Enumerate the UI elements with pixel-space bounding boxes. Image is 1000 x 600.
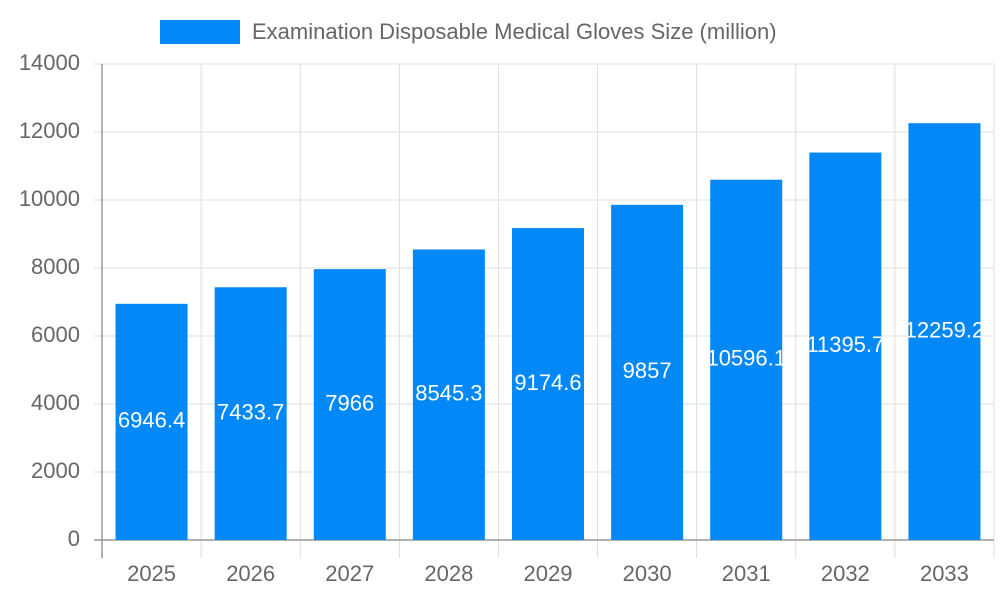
value-label: 9857 bbox=[623, 358, 672, 383]
value-label: 8545.3 bbox=[415, 381, 482, 406]
y-tick-label: 12000 bbox=[19, 118, 80, 143]
bar bbox=[611, 204, 684, 540]
bar bbox=[412, 249, 485, 541]
bar bbox=[710, 179, 783, 540]
value-label: 9174.6 bbox=[514, 370, 581, 395]
bar bbox=[908, 123, 981, 541]
value-label: 12259.2 bbox=[905, 317, 985, 342]
x-tick-label: 2028 bbox=[424, 561, 473, 586]
y-tick-label: 10000 bbox=[19, 186, 80, 211]
y-tick-label: 8000 bbox=[31, 254, 80, 279]
x-tick-label: 2031 bbox=[722, 561, 771, 586]
value-label: 7966 bbox=[325, 390, 374, 415]
bar bbox=[115, 303, 188, 540]
x-tick-label: 2032 bbox=[821, 561, 870, 586]
x-tick-label: 2030 bbox=[623, 561, 672, 586]
x-tick-label: 2033 bbox=[920, 561, 969, 586]
y-tick-label: 6000 bbox=[31, 322, 80, 347]
bar bbox=[313, 269, 386, 540]
x-tick-label: 2025 bbox=[127, 561, 176, 586]
bar bbox=[214, 287, 287, 540]
x-tick-label: 2026 bbox=[226, 561, 275, 586]
y-tick-label: 4000 bbox=[31, 390, 80, 415]
legend-swatch bbox=[160, 20, 240, 44]
value-label: 6946.4 bbox=[118, 408, 185, 433]
x-tick-label: 2029 bbox=[524, 561, 573, 586]
value-label: 7433.7 bbox=[217, 399, 284, 424]
bar bbox=[809, 152, 882, 540]
y-tick-label: 0 bbox=[68, 526, 80, 551]
y-tick-label: 14000 bbox=[19, 50, 80, 75]
bar bbox=[512, 228, 584, 540]
value-label: 11395.7 bbox=[806, 332, 884, 357]
y-tick-label: 2000 bbox=[31, 458, 80, 483]
legend-label: Examination Disposable Medical Gloves Si… bbox=[252, 19, 777, 44]
value-label: 10596.1 bbox=[706, 346, 786, 371]
x-tick-label: 2027 bbox=[325, 561, 374, 586]
